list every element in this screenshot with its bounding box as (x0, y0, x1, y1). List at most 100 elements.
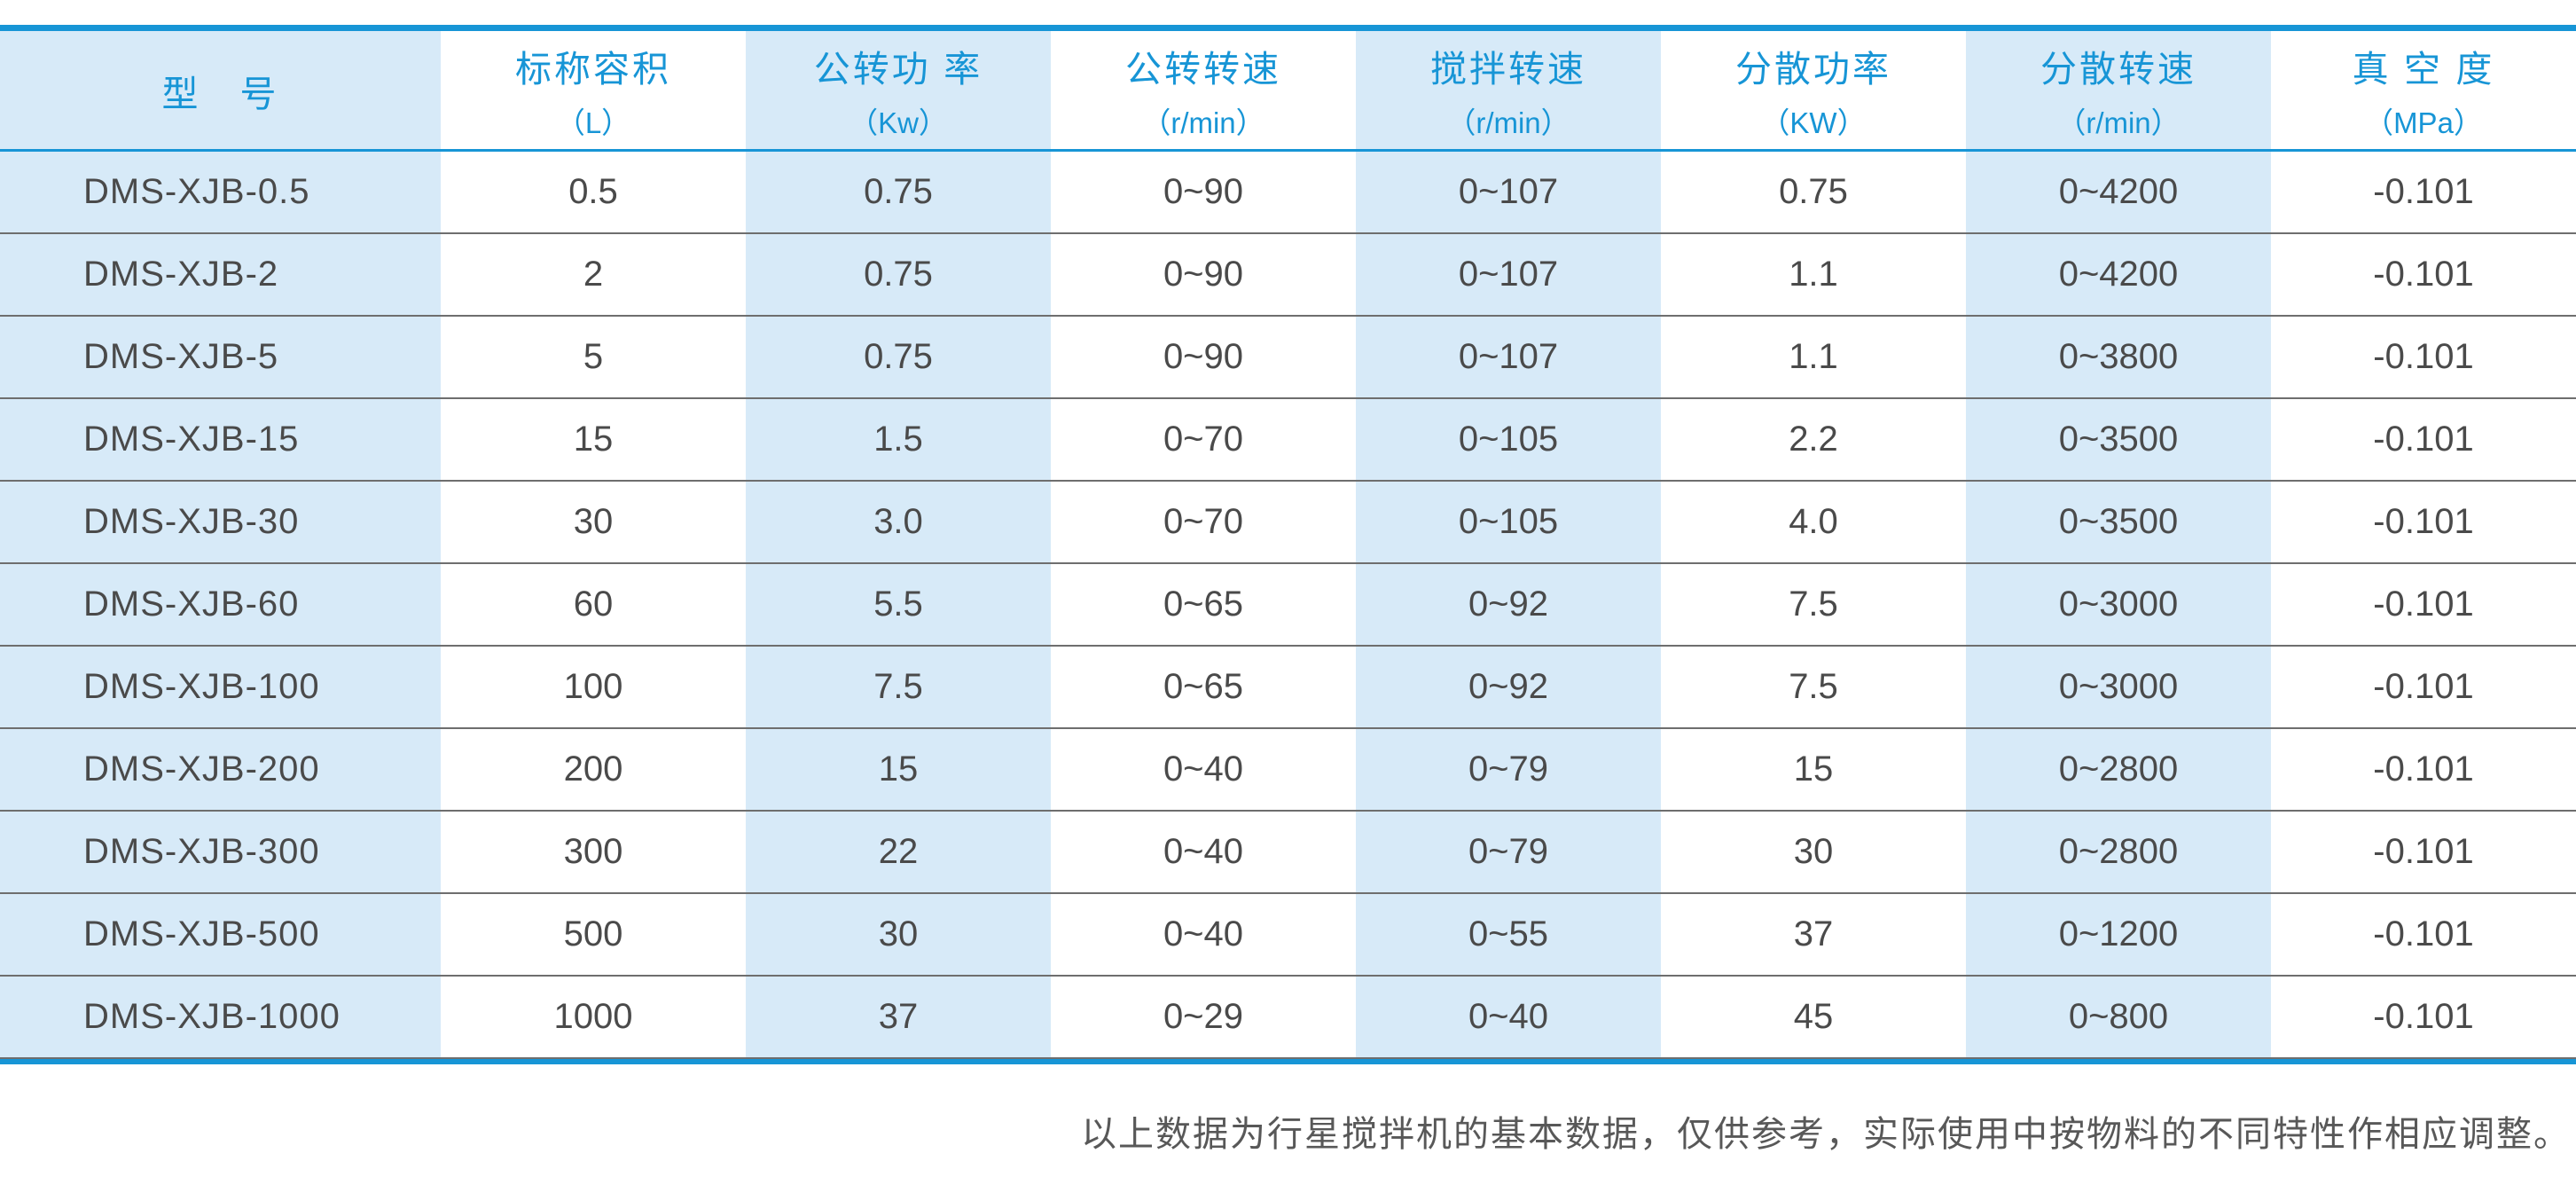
column-header-model: 型 号 (0, 31, 441, 149)
table-row: DMS-XJB-60 60 5.5 0~65 0~92 7.5 0~3000 -… (0, 564, 2576, 647)
value-cell: -0.101 (2271, 977, 2576, 1057)
model-cell: DMS-XJB-60 (0, 564, 441, 645)
value-cell: 0.5 (441, 152, 746, 232)
table-row: DMS-XJB-0.5 0.5 0.75 0~90 0~107 0.75 0~4… (0, 152, 2576, 234)
value-cell: 0~2800 (1966, 812, 2271, 892)
value-cell: -0.101 (2271, 152, 2576, 232)
table-row: DMS-XJB-5 5 0.75 0~90 0~107 1.1 0~3800 -… (0, 317, 2576, 399)
value-cell: 7.5 (1661, 564, 1966, 645)
value-cell: 0~107 (1356, 234, 1661, 315)
value-cell: 0~90 (1051, 234, 1356, 315)
model-cell: DMS-XJB-2 (0, 234, 441, 315)
spec-table: 型 号 标称容积 （L） 公转功 率 （Kw） 公转转速 （r/min） 搅拌转… (0, 25, 2576, 1064)
model-cell: DMS-XJB-30 (0, 482, 441, 562)
value-cell: 37 (746, 977, 1051, 1057)
column-title: 公转转速 (1125, 48, 1281, 90)
value-cell: 0~4200 (1966, 152, 2271, 232)
value-cell: 0~40 (1051, 812, 1356, 892)
value-cell: 0~90 (1051, 152, 1356, 232)
model-cell: DMS-XJB-300 (0, 812, 441, 892)
model-cell: DMS-XJB-500 (0, 894, 441, 975)
column-title: 搅拌转速 (1430, 48, 1586, 90)
value-cell: 0~40 (1356, 977, 1661, 1057)
column-unit: （r/min） (1141, 106, 1265, 139)
value-cell: 0~3000 (1966, 564, 2271, 645)
value-cell: 37 (1661, 894, 1966, 975)
value-cell: 2.2 (1661, 399, 1966, 480)
value-cell: 1.1 (1661, 317, 1966, 397)
value-cell: 0.75 (746, 234, 1051, 315)
column-title: 型 号 (161, 73, 279, 114)
column-title: 标称容积 (515, 48, 671, 90)
table-bottom-rule (0, 1059, 2576, 1064)
value-cell: -0.101 (2271, 729, 2576, 810)
value-cell: 15 (1661, 729, 1966, 810)
value-cell: 5 (441, 317, 746, 397)
value-cell: 0~79 (1356, 729, 1661, 810)
column-title: 分散转速 (2040, 48, 2196, 90)
table-row: DMS-XJB-30 30 3.0 0~70 0~105 4.0 0~3500 … (0, 482, 2576, 564)
table-row: DMS-XJB-15 15 1.5 0~70 0~105 2.2 0~3500 … (0, 399, 2576, 482)
table-row: DMS-XJB-200 200 15 0~40 0~79 15 0~2800 -… (0, 729, 2576, 812)
value-cell: 0.75 (746, 152, 1051, 232)
value-cell: 0~65 (1051, 647, 1356, 727)
value-cell: 15 (441, 399, 746, 480)
value-cell: 0.75 (1661, 152, 1966, 232)
value-cell: 0~29 (1051, 977, 1356, 1057)
value-cell: 0~40 (1051, 729, 1356, 810)
column-header-revolution-speed: 公转转速 （r/min） (1051, 31, 1356, 149)
model-cell: DMS-XJB-5 (0, 317, 441, 397)
column-unit: （KW） (1760, 106, 1867, 139)
value-cell: 45 (1661, 977, 1966, 1057)
value-cell: 0~79 (1356, 812, 1661, 892)
value-cell: 30 (1661, 812, 1966, 892)
column-header-stirring-speed: 搅拌转速 （r/min） (1356, 31, 1661, 149)
value-cell: 2 (441, 234, 746, 315)
column-title: 真 空 度 (2352, 48, 2495, 90)
column-unit: （L） (555, 106, 631, 139)
value-cell: 0~105 (1356, 482, 1661, 562)
model-cell: DMS-XJB-15 (0, 399, 441, 480)
column-title: 公转功 率 (813, 48, 983, 90)
value-cell: 0.75 (746, 317, 1051, 397)
value-cell: 0~105 (1356, 399, 1661, 480)
value-cell: 0~90 (1051, 317, 1356, 397)
value-cell: 0~70 (1051, 399, 1356, 480)
value-cell: 0~3000 (1966, 647, 2271, 727)
value-cell: 30 (746, 894, 1051, 975)
value-cell: -0.101 (2271, 482, 2576, 562)
table-row: DMS-XJB-1000 1000 37 0~29 0~40 45 0~800 … (0, 977, 2576, 1059)
value-cell: 5.5 (746, 564, 1051, 645)
value-cell: 7.5 (746, 647, 1051, 727)
table-row: DMS-XJB-2 2 0.75 0~90 0~107 1.1 0~4200 -… (0, 234, 2576, 317)
value-cell: -0.101 (2271, 399, 2576, 480)
value-cell: 200 (441, 729, 746, 810)
value-cell: 0~40 (1051, 894, 1356, 975)
column-unit: （MPa） (2364, 106, 2483, 139)
value-cell: 0~3500 (1966, 399, 2271, 480)
model-cell: DMS-XJB-200 (0, 729, 441, 810)
model-cell: DMS-XJB-1000 (0, 977, 441, 1057)
column-unit: （Kw） (849, 106, 948, 139)
value-cell: 0~3800 (1966, 317, 2271, 397)
column-unit: （r/min） (1446, 106, 1570, 139)
value-cell: 0~1200 (1966, 894, 2271, 975)
value-cell: 0~70 (1051, 482, 1356, 562)
value-cell: 0~107 (1356, 317, 1661, 397)
value-cell: -0.101 (2271, 812, 2576, 892)
value-cell: 300 (441, 812, 746, 892)
value-cell: 0~55 (1356, 894, 1661, 975)
table-row: DMS-XJB-100 100 7.5 0~65 0~92 7.5 0~3000… (0, 647, 2576, 729)
value-cell: -0.101 (2271, 647, 2576, 727)
value-cell: 0~2800 (1966, 729, 2271, 810)
value-cell: 0~4200 (1966, 234, 2271, 315)
column-header-nominal-volume: 标称容积 （L） (441, 31, 746, 149)
value-cell: -0.101 (2271, 564, 2576, 645)
value-cell: 0~800 (1966, 977, 2271, 1057)
column-unit: （r/min） (2056, 106, 2181, 139)
column-header-vacuum-degree: 真 空 度 （MPa） (2271, 31, 2576, 149)
column-title: 分散功率 (1735, 48, 1891, 90)
value-cell: 4.0 (1661, 482, 1966, 562)
value-cell: 15 (746, 729, 1051, 810)
value-cell: 1.1 (1661, 234, 1966, 315)
